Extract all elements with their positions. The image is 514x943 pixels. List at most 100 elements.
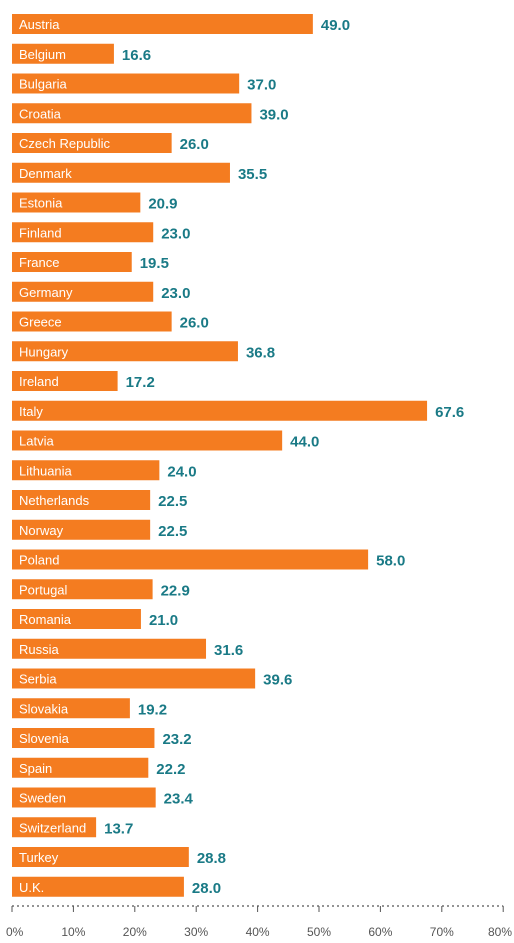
x-tick-label: 60% <box>368 925 392 939</box>
value-label-hungary: 36.8 <box>246 344 275 361</box>
value-label-finland: 23.0 <box>161 225 190 242</box>
value-label-netherlands: 22.5 <box>158 493 187 510</box>
value-label-latvia: 44.0 <box>290 434 319 451</box>
category-label-sweden: Sweden <box>19 791 66 806</box>
bar-croatia <box>12 103 252 124</box>
value-label-romania: 21.0 <box>149 612 178 629</box>
value-label-ireland: 17.2 <box>126 374 155 391</box>
value-label-russia: 31.6 <box>214 642 243 659</box>
category-label-romania: Romania <box>19 612 72 627</box>
bar-slovenia <box>12 728 155 748</box>
value-label-u-k: 28.0 <box>192 880 221 897</box>
category-label-italy: Italy <box>19 404 43 419</box>
value-label-turkey: 28.8 <box>197 850 226 867</box>
category-label-france: France <box>19 255 59 270</box>
category-label-croatia: Croatia <box>19 106 62 121</box>
category-label-spain: Spain <box>19 761 52 776</box>
value-label-belgium: 16.6 <box>122 47 151 64</box>
bar-ireland <box>12 371 118 391</box>
value-label-italy: 67.6 <box>435 404 464 421</box>
value-label-spain: 22.2 <box>156 761 185 778</box>
bar-poland <box>12 549 369 570</box>
category-label-belgium: Belgium <box>19 47 66 62</box>
category-label-hungary: Hungary <box>19 344 69 359</box>
bar-u-k <box>12 876 184 897</box>
category-label-slovenia: Slovenia <box>19 731 70 746</box>
value-label-switzerland: 13.7 <box>104 820 133 837</box>
category-label-germany: Germany <box>19 285 73 300</box>
value-label-germany: 23.0 <box>161 285 190 302</box>
category-label-switzerland: Switzerland <box>19 820 86 835</box>
value-label-serbia: 39.6 <box>263 672 292 689</box>
category-label-slovakia: Slovakia <box>19 701 69 716</box>
bar-portugal <box>12 579 153 600</box>
value-label-france: 19.5 <box>140 255 169 272</box>
category-label-czech-republic: Czech Republic <box>19 136 111 151</box>
bar-hungary <box>12 341 238 362</box>
category-label-denmark: Denmark <box>19 166 72 181</box>
category-label-ireland: Ireland <box>19 374 59 389</box>
x-tick-label: 0% <box>6 925 24 939</box>
x-tick-label: 80% <box>488 925 512 939</box>
bar-germany <box>12 281 154 302</box>
bar-czech-republic <box>12 133 172 153</box>
bar-norway <box>12 519 151 540</box>
category-label-austria: Austria <box>19 17 60 32</box>
bar-finland <box>12 222 154 243</box>
bar-greece <box>12 311 172 332</box>
category-label-netherlands: Netherlands <box>19 493 90 508</box>
value-label-sweden: 23.4 <box>164 791 194 808</box>
x-tick-label: 10% <box>61 925 85 939</box>
bar-belgium <box>12 43 114 64</box>
bar-netherlands <box>12 490 151 510</box>
bar-latvia <box>12 430 283 451</box>
bar-italy <box>12 400 428 421</box>
value-label-slovenia: 23.2 <box>162 731 191 748</box>
bar-lithuania <box>12 460 160 481</box>
value-label-norway: 22.5 <box>158 523 187 540</box>
category-label-poland: Poland <box>19 553 59 568</box>
category-label-greece: Greece <box>19 315 62 330</box>
value-label-poland: 58.0 <box>376 553 405 570</box>
value-label-croatia: 39.0 <box>259 106 288 123</box>
x-tick-label: 40% <box>246 925 270 939</box>
x-tick-label: 30% <box>184 925 208 939</box>
bars-layer: Austria 49.0 Belgium 16.6 Bulgaria 37.0 Croati… <box>12 14 464 897</box>
bar-switzerland <box>12 817 97 838</box>
x-tick-label: 20% <box>123 925 147 939</box>
bar-estonia <box>12 192 141 213</box>
value-label-estonia: 20.9 <box>148 196 177 213</box>
value-label-denmark: 35.5 <box>238 166 267 183</box>
bar-romania <box>12 609 141 629</box>
x-tick-label: 50% <box>307 925 331 939</box>
value-label-lithuania: 24.0 <box>167 463 196 480</box>
bar-denmark <box>12 162 230 183</box>
category-label-estonia: Estonia <box>19 196 63 211</box>
bar-turkey <box>12 847 189 867</box>
value-label-portugal: 22.9 <box>161 582 190 599</box>
category-label-latvia: Latvia <box>19 434 54 449</box>
category-label-norway: Norway <box>19 523 64 538</box>
value-label-slovakia: 19.2 <box>138 701 167 718</box>
x-tick-label: 70% <box>430 925 454 939</box>
bar-slovakia <box>12 698 130 719</box>
bar-bulgaria <box>12 73 240 94</box>
category-label-lithuania: Lithuania <box>19 463 73 478</box>
value-label-czech-republic: 26.0 <box>180 136 209 153</box>
category-label-russia: Russia <box>19 642 60 657</box>
bar-spain <box>12 757 149 778</box>
value-label-austria: 49.0 <box>321 17 350 34</box>
bar-russia <box>12 638 207 659</box>
bar-serbia <box>12 668 256 689</box>
category-label-serbia: Serbia <box>19 672 57 687</box>
category-label-portugal: Portugal <box>19 582 68 597</box>
bar-france <box>12 252 132 272</box>
value-label-bulgaria: 37.0 <box>247 77 276 94</box>
value-label-greece: 26.0 <box>180 315 209 332</box>
category-label-bulgaria: Bulgaria <box>19 77 67 92</box>
bar-austria <box>12 14 313 34</box>
x-axis: 0% 10% 20% 30% 40% 50% 60% 70% 80% <box>6 905 512 939</box>
category-label-u-k: U.K. <box>19 880 44 895</box>
category-label-finland: Finland <box>19 225 62 240</box>
